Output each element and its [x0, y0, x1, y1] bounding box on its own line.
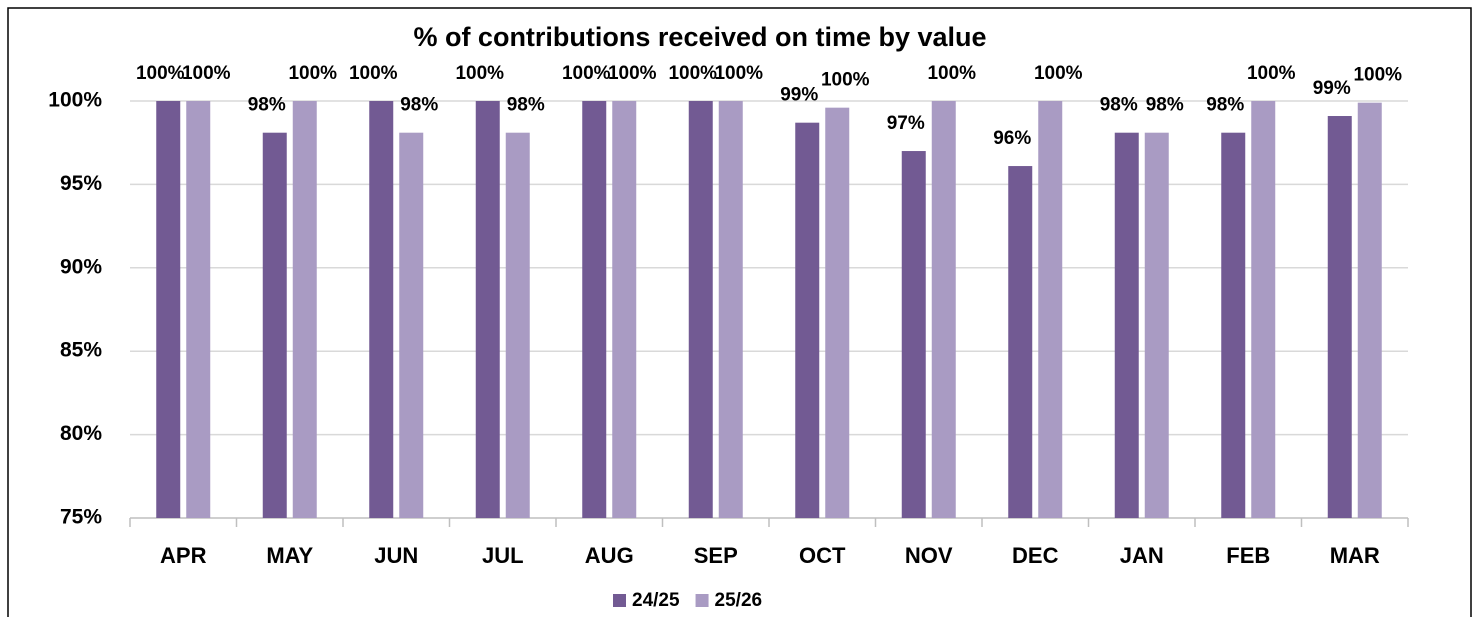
- data-label: 100%: [455, 63, 504, 84]
- chart-title: % of contributions received on time by v…: [413, 22, 986, 52]
- x-tick-label: OCT: [799, 543, 846, 568]
- bar: [399, 132, 424, 518]
- bar: [1008, 166, 1033, 518]
- bar: [825, 107, 850, 518]
- bar: [262, 132, 287, 518]
- data-label: 100%: [288, 63, 337, 84]
- data-label: 97%: [887, 113, 925, 134]
- y-tick-label: 85%: [60, 339, 102, 362]
- bar: [1144, 132, 1169, 518]
- legend-swatch: [613, 594, 626, 607]
- x-tick-label: MAR: [1330, 543, 1380, 568]
- bar: [292, 101, 317, 518]
- data-label: 96%: [993, 128, 1031, 149]
- x-tick-label: SEP: [694, 543, 738, 568]
- legend-swatch: [695, 594, 709, 607]
- bar: [718, 101, 743, 518]
- data-label: 99%: [1313, 78, 1351, 99]
- legend-label: 24/25: [632, 590, 680, 611]
- data-label: 100%: [608, 63, 657, 84]
- bar: [505, 132, 530, 518]
- bar: [795, 122, 820, 519]
- data-label: 100%: [349, 63, 398, 84]
- data-label: 100%: [1353, 65, 1402, 86]
- bar: [186, 101, 211, 518]
- data-label: 98%: [507, 95, 545, 116]
- x-tick-label: DEC: [1012, 543, 1059, 568]
- bar: [1221, 132, 1246, 518]
- bar: [901, 151, 926, 519]
- bar: [369, 101, 394, 518]
- x-tick-label: JAN: [1120, 543, 1164, 568]
- bar: [1038, 101, 1063, 518]
- data-label: 100%: [182, 63, 231, 84]
- bar: [688, 101, 713, 518]
- data-label: 98%: [248, 95, 286, 116]
- data-label: 100%: [1034, 63, 1083, 84]
- data-label: 98%: [1146, 95, 1184, 116]
- bar: [1251, 101, 1276, 518]
- data-label: 98%: [1100, 95, 1138, 116]
- bar: [1327, 116, 1352, 519]
- x-tick-label: JUN: [374, 543, 418, 568]
- x-tick-label: JUL: [482, 543, 524, 568]
- bar: [582, 101, 607, 518]
- data-label: 100%: [821, 70, 870, 91]
- x-tick-label: APR: [160, 543, 207, 568]
- bar: [156, 101, 181, 518]
- bar: [475, 101, 500, 518]
- bar: [612, 101, 637, 518]
- x-tick-label: FEB: [1226, 543, 1270, 568]
- data-label: 100%: [562, 63, 611, 84]
- x-tick-label: NOV: [905, 543, 953, 568]
- data-label: 100%: [1247, 63, 1296, 84]
- bar: [1357, 102, 1382, 518]
- data-label: 100%: [927, 63, 976, 84]
- bar: [931, 101, 956, 518]
- legend-label: 25/26: [715, 590, 763, 611]
- y-tick-label: 90%: [60, 255, 102, 278]
- y-tick-label: 100%: [48, 89, 102, 112]
- data-label: 98%: [400, 95, 438, 116]
- x-tick-label: MAY: [266, 543, 313, 568]
- data-label: 100%: [136, 63, 185, 84]
- data-label: 99%: [780, 85, 818, 106]
- y-tick-label: 95%: [60, 172, 102, 195]
- bar: [1114, 132, 1139, 518]
- x-tick-label: AUG: [585, 543, 634, 568]
- data-label: 100%: [714, 63, 763, 84]
- y-tick-label: 80%: [60, 422, 102, 445]
- y-tick-label: 75%: [60, 506, 102, 529]
- data-label: 100%: [668, 63, 717, 84]
- data-label: 98%: [1206, 95, 1244, 116]
